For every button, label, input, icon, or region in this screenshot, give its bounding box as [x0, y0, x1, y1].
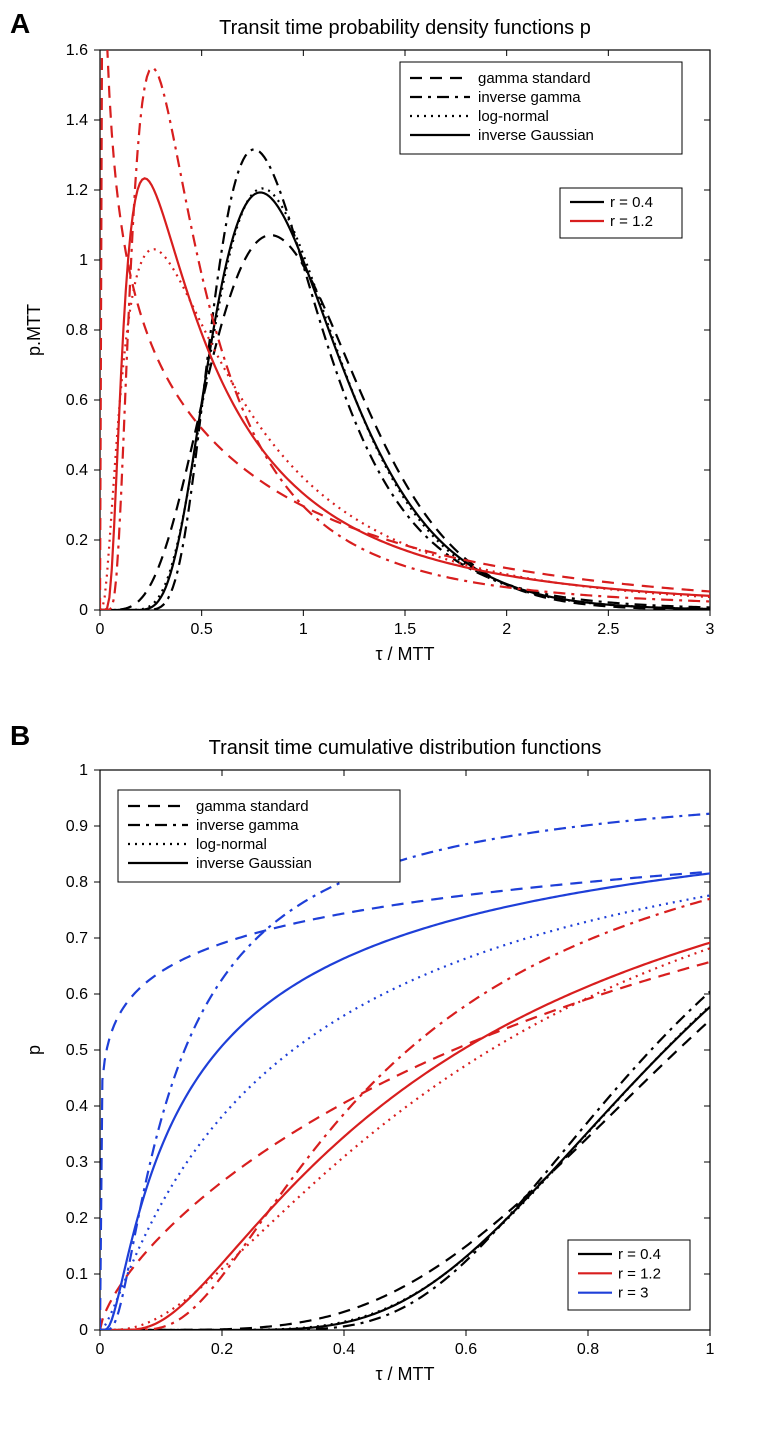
y-tick-label: 0.3 — [66, 1154, 88, 1171]
y-tick-label: 0.4 — [66, 1098, 88, 1115]
legend-style-label: gamma standard — [196, 798, 309, 815]
x-tick-label: 2 — [502, 621, 511, 638]
y-tick-label: 0 — [79, 1322, 88, 1339]
legend-r-label: r = 1.2 — [618, 1265, 661, 1282]
panel-b-label: B — [10, 720, 30, 752]
y-tick-label: 1 — [79, 762, 88, 779]
figure-page: { "figure": { "width": 758, "height": 14… — [0, 0, 758, 1441]
y-tick-label: 0.1 — [66, 1266, 88, 1283]
x-tick-label: 0 — [96, 1341, 105, 1358]
x-tick-label: 1 — [706, 1341, 715, 1358]
legend-style-label: log-normal — [478, 108, 549, 125]
y-tick-label: 1.6 — [66, 42, 88, 59]
x-tick-label: 0.5 — [191, 621, 213, 638]
y-tick-label: 0.2 — [66, 1210, 88, 1227]
chart-title: Transit time probability density functio… — [219, 17, 591, 39]
y-tick-label: 1.4 — [66, 112, 88, 129]
x-axis-label: τ / MTT — [375, 644, 434, 664]
y-tick-label: 0.9 — [66, 818, 88, 835]
x-tick-label: 0.8 — [577, 1341, 599, 1358]
legend-style-label: inverse Gaussian — [478, 127, 594, 144]
y-tick-label: 0.6 — [66, 392, 88, 409]
legend-style-label: gamma standard — [478, 70, 591, 87]
x-tick-label: 2.5 — [597, 621, 619, 638]
x-tick-label: 1 — [299, 621, 308, 638]
chart-title: Transit time cumulative distribution fun… — [209, 737, 602, 759]
panel-a-label: A — [10, 8, 30, 40]
legend-style-label: log-normal — [196, 836, 267, 853]
legend-style-label: inverse gamma — [478, 89, 581, 106]
legend-r-label: r = 0.4 — [618, 1246, 661, 1263]
y-tick-label: 0.7 — [66, 930, 88, 947]
y-tick-label: 0.2 — [66, 532, 88, 549]
legend-r-label: r = 1.2 — [610, 213, 653, 230]
y-axis-label: p — [24, 1045, 44, 1055]
y-tick-label: 0.5 — [66, 1042, 88, 1059]
y-tick-label: 0.4 — [66, 462, 88, 479]
x-tick-label: 0.2 — [211, 1341, 233, 1358]
legend-style-label: inverse Gaussian — [196, 855, 312, 872]
y-tick-label: 0.8 — [66, 322, 88, 339]
x-tick-label: 0 — [96, 621, 105, 638]
legend-style-label: inverse gamma — [196, 817, 299, 834]
y-tick-label: 1.2 — [66, 182, 88, 199]
y-tick-label: 0.6 — [66, 986, 88, 1003]
y-tick-label: 1 — [79, 252, 88, 269]
legend-r-label: r = 3 — [618, 1285, 648, 1302]
x-tick-label: 3 — [706, 621, 715, 638]
x-tick-label: 0.4 — [333, 1341, 355, 1358]
x-tick-label: 0.6 — [455, 1341, 477, 1358]
x-tick-label: 1.5 — [394, 621, 416, 638]
figure-svg: Transit time probability density functio… — [0, 0, 758, 1441]
y-tick-label: 0 — [79, 602, 88, 619]
y-tick-label: 0.8 — [66, 874, 88, 891]
x-axis-label: τ / MTT — [375, 1364, 434, 1384]
legend-r-label: r = 0.4 — [610, 194, 653, 211]
y-axis-label: p.MTT — [24, 304, 44, 356]
